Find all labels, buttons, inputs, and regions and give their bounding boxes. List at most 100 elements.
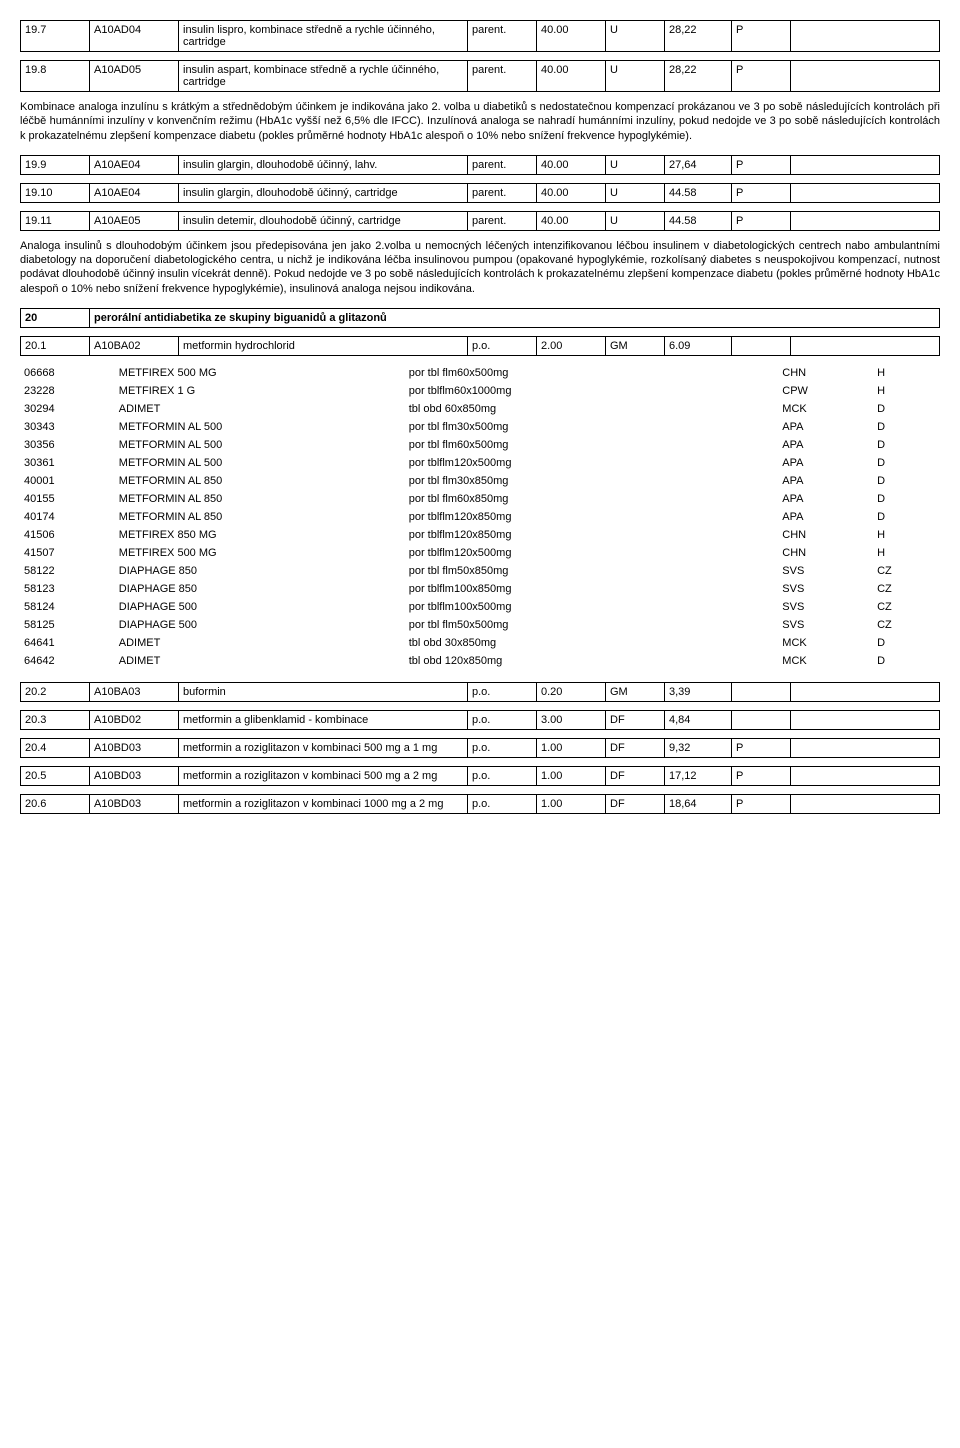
product-id: 64642 xyxy=(20,652,115,670)
product-form: por tbl flm50x850mg xyxy=(405,562,779,580)
dose: 40.00 xyxy=(537,211,606,230)
flag xyxy=(732,337,791,356)
product-mf: APA xyxy=(778,508,873,526)
flag: P xyxy=(732,767,791,786)
product-id: 58122 xyxy=(20,562,115,580)
dose: 1.00 xyxy=(537,795,606,814)
product-mf: SVS xyxy=(778,616,873,634)
product-id: 58124 xyxy=(20,598,115,616)
flag: P xyxy=(732,739,791,758)
route: p.o. xyxy=(468,767,537,786)
code: A10BD03 xyxy=(90,767,179,786)
product-country: D xyxy=(873,436,940,454)
name: metformin hydrochlorid xyxy=(179,337,468,356)
empty xyxy=(791,211,940,230)
product-name: DIAPHAGE 850 xyxy=(115,580,405,598)
product-row: 64642ADIMETtbl obd 120x850mgMCKD xyxy=(20,652,940,670)
code: A10BD02 xyxy=(90,711,179,730)
product-row: 30343METFORMIN AL 500por tbl flm30x500mg… xyxy=(20,418,940,436)
product-country: D xyxy=(873,400,940,418)
route: parent. xyxy=(468,211,537,230)
name: insulin lispro, kombinace středně a rych… xyxy=(179,21,468,52)
product-name: DIAPHAGE 500 xyxy=(115,616,405,634)
product-row: 23228METFIREX 1 Gpor tblflm60x1000mgCPWH xyxy=(20,382,940,400)
product-id: 23228 xyxy=(20,382,115,400)
route: parent. xyxy=(468,21,537,52)
empty xyxy=(791,739,940,758)
product-id: 58125 xyxy=(20,616,115,634)
product-mf: APA xyxy=(778,454,873,472)
product-name: METFIREX 500 MG xyxy=(115,364,405,382)
product-form: por tblflm120x500mg xyxy=(405,544,779,562)
product-form: por tbl flm30x850mg xyxy=(405,472,779,490)
product-mf: APA xyxy=(778,490,873,508)
product-id: 40001 xyxy=(20,472,115,490)
code: A10AD04 xyxy=(90,21,179,52)
product-row: 58125DIAPHAGE 500por tbl flm50x500mgSVSC… xyxy=(20,616,940,634)
product-row: 58122DIAPHAGE 850por tbl flm50x850mgSVSC… xyxy=(20,562,940,580)
product-country: D xyxy=(873,418,940,436)
code: A10AE05 xyxy=(90,211,179,230)
product-country: H xyxy=(873,526,940,544)
product-id: 30343 xyxy=(20,418,115,436)
product-row: 41506METFIREX 850 MGpor tblflm120x850mgC… xyxy=(20,526,940,544)
code: A10BA02 xyxy=(90,337,179,356)
product-mf: MCK xyxy=(778,400,873,418)
paragraph-1: Kombinace analoga inzulínu s krátkým a s… xyxy=(20,100,940,143)
product-form: tbl obd 60x850mg xyxy=(405,400,779,418)
product-country: D xyxy=(873,472,940,490)
unit: U xyxy=(606,61,665,92)
product-country: D xyxy=(873,508,940,526)
product-id: 64641 xyxy=(20,634,115,652)
product-mf: MCK xyxy=(778,652,873,670)
product-form: por tbl flm50x500mg xyxy=(405,616,779,634)
empty xyxy=(791,155,940,174)
row-19-10: 19.10 A10AE04 insulin glargin, dlouhodob… xyxy=(20,183,940,203)
code: A10AD05 xyxy=(90,61,179,92)
num: 20.3 xyxy=(21,711,90,730)
unit: U xyxy=(606,155,665,174)
product-row: 64641ADIMETtbl obd 30x850mgMCKD xyxy=(20,634,940,652)
product-mf: CPW xyxy=(778,382,873,400)
dose: 40.00 xyxy=(537,183,606,202)
route: p.o. xyxy=(468,739,537,758)
name: metformin a glibenklamid - kombinace xyxy=(179,711,468,730)
row-19-8: 19.8 A10AD05 insulin aspart, kombinace s… xyxy=(20,60,940,92)
product-mf: CHN xyxy=(778,364,873,382)
empty xyxy=(791,683,940,702)
section-title: perorální antidiabetika ze skupiny bigua… xyxy=(90,309,940,328)
product-id: 06668 xyxy=(20,364,115,382)
product-form: por tbl flm60x500mg xyxy=(405,364,779,382)
product-name: METFORMIN AL 500 xyxy=(115,418,405,436)
product-row: 40155METFORMIN AL 850por tbl flm60x850mg… xyxy=(20,490,940,508)
row-19-7: 19.7 A10AD04 insulin lispro, kombinace s… xyxy=(20,20,940,52)
product-mf: APA xyxy=(778,472,873,490)
product-form: por tblflm60x1000mg xyxy=(405,382,779,400)
num: 20.4 xyxy=(21,739,90,758)
product-country: CZ xyxy=(873,598,940,616)
product-country: CZ xyxy=(873,580,940,598)
unit: DF xyxy=(606,795,665,814)
route: p.o. xyxy=(468,711,537,730)
product-id: 41506 xyxy=(20,526,115,544)
flag: P xyxy=(732,61,791,92)
num: 20.6 xyxy=(21,795,90,814)
product-id: 41507 xyxy=(20,544,115,562)
dose: 40.00 xyxy=(537,21,606,52)
product-id: 30356 xyxy=(20,436,115,454)
code: A10AE04 xyxy=(90,155,179,174)
product-name: ADIMET xyxy=(115,634,405,652)
num: 20.2 xyxy=(21,683,90,702)
section-num: 20 xyxy=(21,309,90,328)
product-row: 30294ADIMETtbl obd 60x850mgMCKD xyxy=(20,400,940,418)
flag: P xyxy=(732,155,791,174)
empty xyxy=(791,767,940,786)
product-name: METFORMIN AL 500 xyxy=(115,436,405,454)
product-name: METFORMIN AL 850 xyxy=(115,472,405,490)
product-row: 30361METFORMIN AL 500por tblflm120x500mg… xyxy=(20,454,940,472)
unit: GM xyxy=(606,337,665,356)
product-form: por tbl flm30x500mg xyxy=(405,418,779,436)
product-country: H xyxy=(873,544,940,562)
product-form: por tblflm100x850mg xyxy=(405,580,779,598)
num: 19.11 xyxy=(21,211,90,230)
